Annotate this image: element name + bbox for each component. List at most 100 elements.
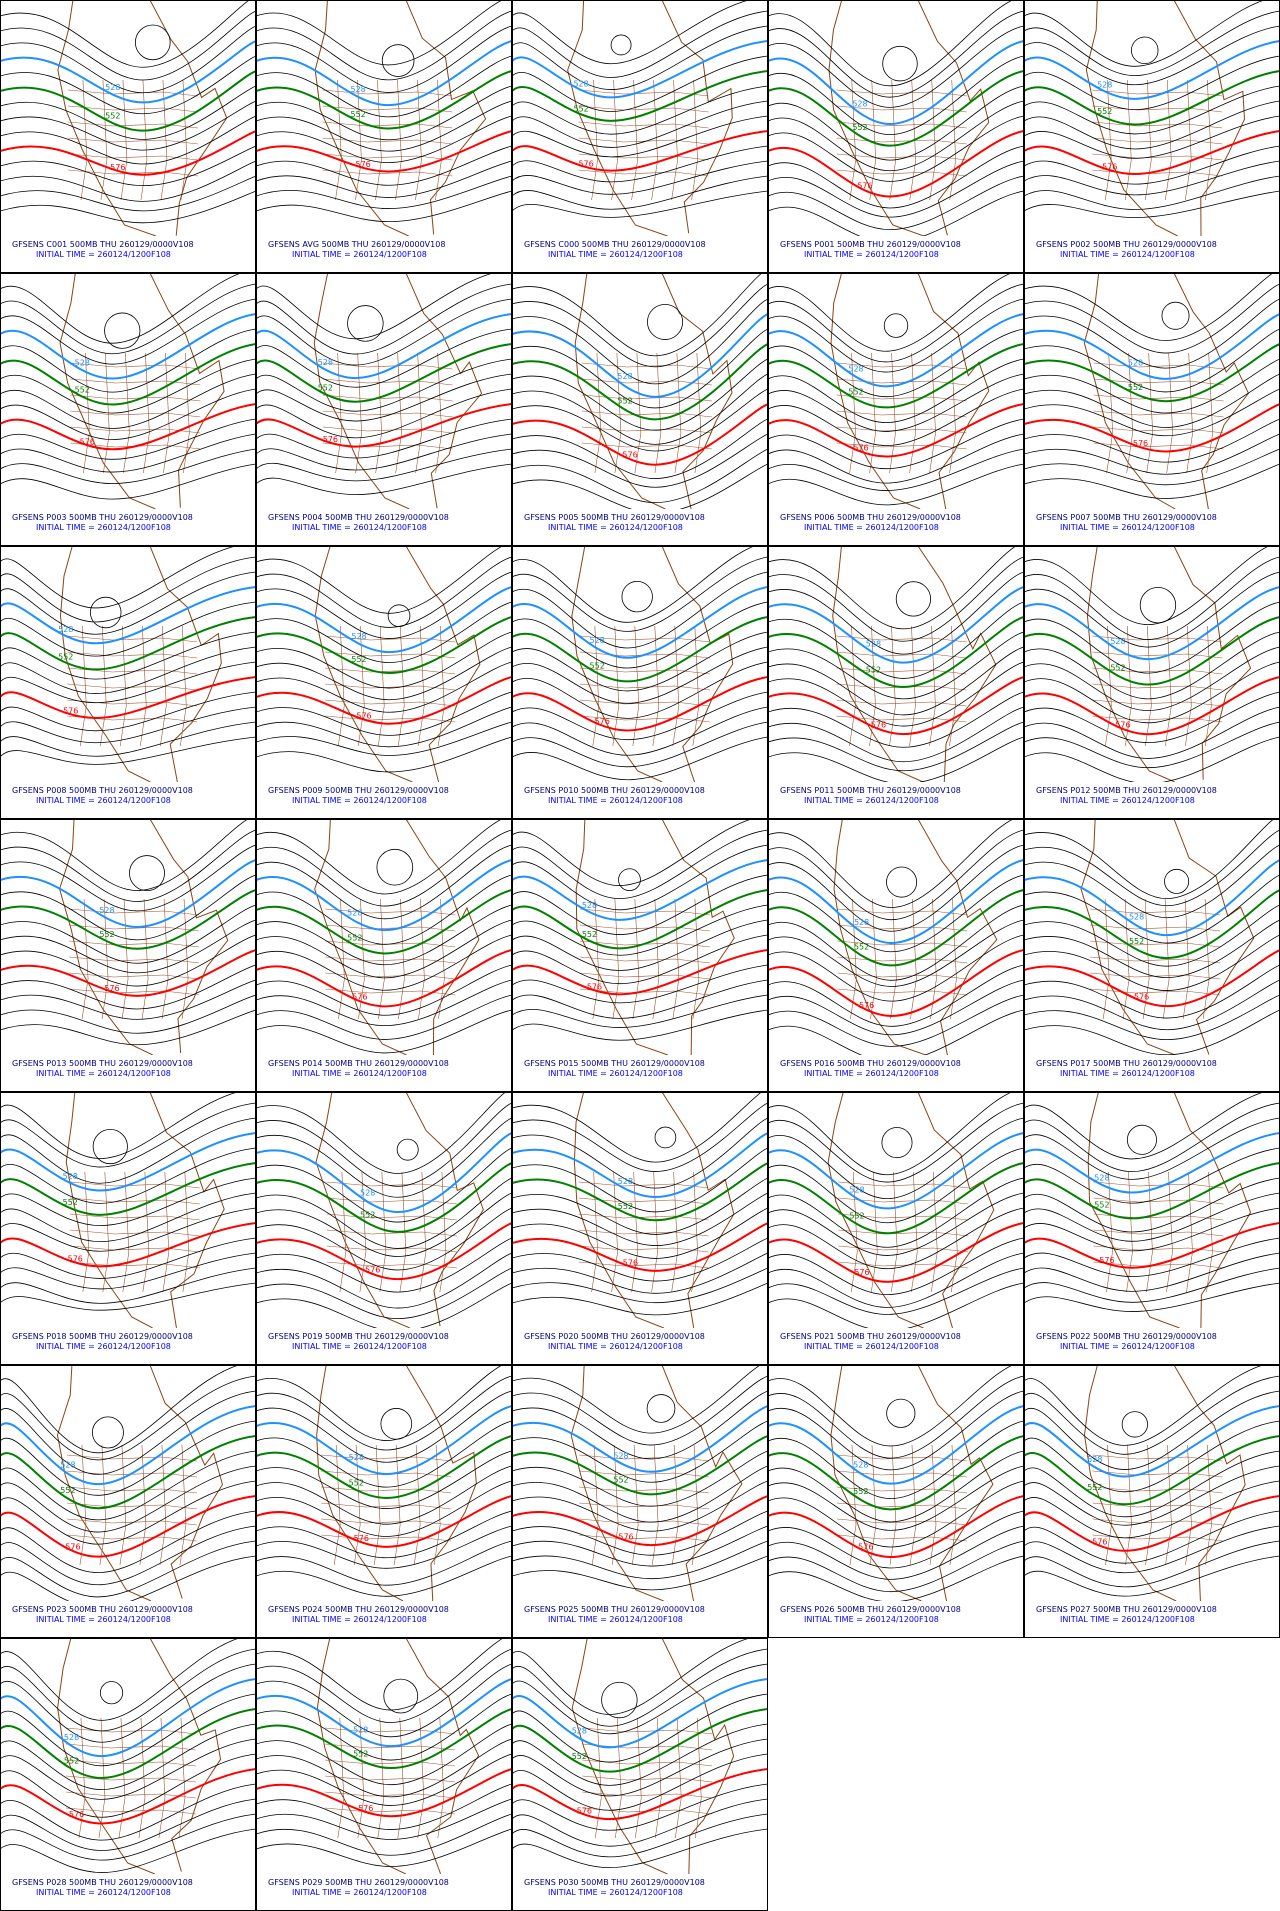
border — [322, 378, 453, 386]
low-center — [387, 604, 411, 628]
map-area: 528 552 576 — [512, 1092, 768, 1328]
panel-border — [512, 1365, 768, 1638]
border — [849, 1444, 857, 1566]
border — [65, 1727, 196, 1735]
border — [66, 1486, 197, 1494]
contour-label: 552 — [573, 104, 588, 113]
contour — [0, 571, 256, 635]
border — [836, 394, 967, 402]
contour-label: 576 — [1134, 993, 1149, 1002]
contour — [512, 844, 768, 911]
contour — [256, 1450, 512, 1509]
low-center — [99, 1681, 124, 1705]
border — [66, 1470, 197, 1478]
border — [158, 1717, 166, 1839]
contour — [512, 55, 768, 112]
contour-label: 528 — [360, 1188, 375, 1197]
contour — [256, 1375, 512, 1451]
contour — [768, 418, 1024, 470]
panel-title: GFSENS P010 500MB THU 260129/0000V108 — [524, 786, 705, 795]
border — [337, 1717, 345, 1839]
coastline — [917, 1092, 995, 1328]
border — [101, 898, 109, 1020]
map-panel: 528 552 576 GFSENS P004 500MB THU 260129/00… — [256, 273, 512, 546]
contour — [0, 691, 256, 732]
contour — [1024, 919, 1280, 979]
contour — [1024, 100, 1280, 150]
contour-label: 576 — [104, 984, 119, 993]
border — [322, 410, 453, 418]
contour — [1024, 706, 1280, 759]
contour — [256, 1798, 512, 1840]
contour — [0, 844, 256, 912]
contour — [256, 433, 512, 471]
contour — [1024, 0, 1266, 67]
low-center — [129, 855, 165, 892]
low-center — [883, 313, 909, 338]
contour — [512, 1267, 768, 1304]
map-area: 528 552 576 — [512, 1638, 768, 1874]
border — [1092, 137, 1223, 145]
contour — [0, 979, 256, 1020]
contour — [256, 1435, 512, 1499]
contour — [256, 1117, 512, 1198]
panel-initial-time: INITIAL TIME = 260124/1200F108 — [36, 523, 171, 532]
contour — [0, 25, 256, 94]
contour — [0, 1375, 256, 1461]
contour — [768, 283, 1024, 363]
panel-border — [256, 1092, 512, 1365]
panel-title: GFSENS P019 500MB THU 260129/0000V108 — [268, 1332, 449, 1341]
contour — [256, 70, 512, 130]
border — [949, 352, 956, 474]
contour — [768, 433, 1024, 484]
map-panel: 528 552 576 GFSENS C000 500MB THU 260129/00… — [512, 0, 768, 273]
contour — [512, 70, 768, 122]
contour — [512, 1390, 768, 1460]
border — [69, 1197, 200, 1205]
contour — [1024, 829, 1280, 907]
map-panel: 528 552 576 GFSENS P013 500MB THU 260129/00… — [0, 819, 256, 1092]
border — [69, 1261, 200, 1269]
contour — [768, 919, 1024, 987]
contour — [512, 130, 768, 172]
panel-border — [256, 546, 512, 819]
contour-label: 528 — [1128, 359, 1143, 368]
contour-label: 552 — [853, 1487, 868, 1496]
contour — [256, 85, 512, 141]
contour-label: 576 — [352, 993, 367, 1002]
border — [140, 79, 148, 201]
contour — [256, 601, 512, 663]
contour — [512, 1783, 768, 1831]
coastline — [405, 0, 487, 235]
contour — [256, 556, 512, 628]
contour — [256, 1192, 512, 1257]
contour — [512, 298, 768, 385]
contour — [256, 1162, 512, 1233]
contour — [768, 1267, 1024, 1315]
border — [1104, 79, 1112, 201]
border — [631, 1171, 638, 1293]
contour — [768, 145, 1024, 209]
contour — [1024, 819, 1275, 900]
contour — [256, 736, 512, 773]
contour — [0, 1207, 256, 1252]
border — [325, 940, 456, 948]
panel-title: GFSENS P030 500MB THU 260129/0000V108 — [524, 1878, 705, 1887]
border — [631, 1444, 639, 1566]
contour — [512, 1365, 762, 1434]
contour-label: 552 — [58, 652, 73, 661]
contour — [1024, 1465, 1280, 1526]
contour — [1024, 1147, 1280, 1204]
contour — [0, 373, 256, 429]
contour — [256, 1555, 512, 1597]
border — [836, 442, 967, 450]
panel-title: GFSENS P028 500MB THU 260129/0000V108 — [12, 1878, 193, 1887]
border — [582, 1775, 713, 1783]
coastline — [56, 1365, 152, 1601]
contour — [1024, 175, 1280, 210]
border — [1102, 898, 1110, 1020]
contour — [768, 631, 1024, 700]
border — [836, 699, 967, 707]
border — [1122, 898, 1130, 1020]
contour-label: 576 — [1133, 439, 1148, 448]
